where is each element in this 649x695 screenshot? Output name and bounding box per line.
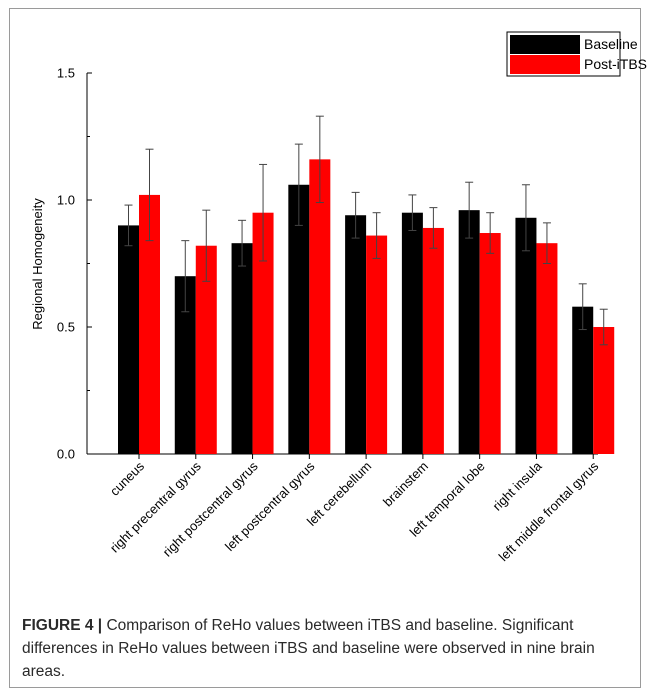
x-tick-label: cuneus — [107, 458, 148, 499]
figure-caption: FIGURE 4 | Comparison of ReHo values bet… — [22, 614, 632, 683]
axes — [86, 72, 598, 459]
x-tick-label: brainstem — [380, 459, 431, 510]
y-tick-label: 1.0 — [57, 193, 75, 208]
y-tick-label: 0.0 — [57, 447, 75, 462]
bar-post-itbs — [366, 235, 388, 454]
bar-baseline — [401, 212, 423, 454]
legend-swatch-baseline — [510, 35, 580, 54]
bar-post-itbs — [252, 212, 274, 454]
legend-label-baseline: Baseline — [584, 36, 638, 52]
bar-baseline — [231, 243, 253, 454]
bar-post-itbs — [479, 233, 501, 454]
legend-label-post-itbs: Post-iTBS — [584, 56, 647, 72]
bar-baseline — [515, 217, 537, 454]
bars — [118, 159, 615, 455]
x-tick-label: left middle frontal gyrus — [496, 458, 602, 564]
caption-text: Comparison of ReHo values between iTBS a… — [22, 617, 595, 680]
bar-baseline — [174, 276, 196, 454]
legend: Baseline Post-iTBS — [506, 31, 647, 77]
legend-swatch-post-itbs — [510, 55, 580, 74]
y-tick-label: 0.5 — [57, 320, 75, 335]
bar-post-itbs — [139, 194, 160, 455]
caption-label: FIGURE 4 | — [22, 617, 103, 634]
bar-post-itbs — [195, 245, 217, 454]
bar-post-itbs — [593, 327, 615, 454]
bar-baseline — [118, 225, 139, 454]
bar-baseline — [288, 184, 310, 454]
x-tick-label: right postcentral gyrus — [160, 458, 261, 559]
bar-post-itbs — [422, 227, 444, 454]
bar-baseline — [345, 215, 367, 454]
y-tick-labels: 0.0 0.5 1.0 1.5 — [57, 66, 75, 462]
y-axis-label: Regional Homogeneity — [30, 198, 45, 330]
bar-post-itbs — [309, 159, 331, 455]
y-tick-label: 1.5 — [57, 66, 75, 81]
error-bars — [124, 115, 608, 346]
bar-baseline — [572, 306, 594, 454]
x-tick-label: right insula — [489, 458, 545, 514]
bar-baseline — [458, 210, 480, 454]
bar-post-itbs — [536, 243, 558, 454]
